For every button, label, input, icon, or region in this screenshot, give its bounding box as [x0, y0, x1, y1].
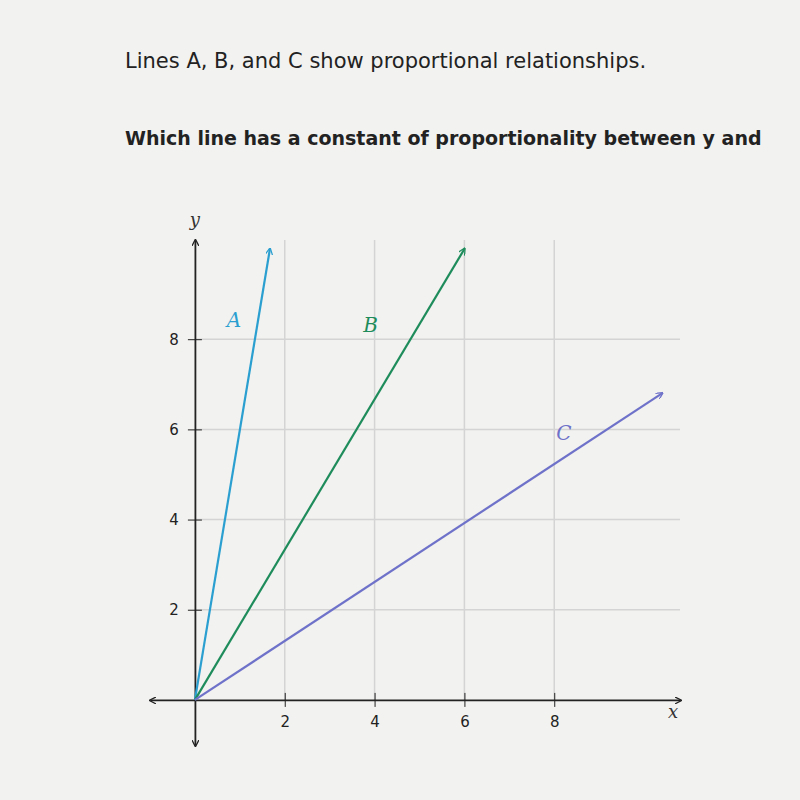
x-tick: 2 — [280, 693, 290, 731]
y-tick-mark — [188, 610, 202, 611]
y-tick: 4 — [169, 511, 202, 529]
line-label: C — [556, 421, 571, 445]
y-tick: 2 — [169, 601, 202, 619]
grid-line — [195, 338, 680, 340]
line-label: B — [362, 313, 378, 337]
background — [0, 0, 800, 800]
y-tick-label: 4 — [169, 511, 179, 529]
x-tick-label: 6 — [460, 713, 470, 731]
plot-area — [195, 249, 662, 700]
x-tick-label: 4 — [370, 713, 380, 731]
y-tick-label: 6 — [169, 421, 179, 439]
y-tick: 8 — [169, 330, 202, 348]
x-tick-mark — [464, 693, 465, 707]
y-tick-label: 2 — [169, 601, 179, 619]
grid-line — [553, 240, 555, 700]
x-tick: 6 — [460, 693, 470, 731]
line — [195, 393, 662, 700]
line — [195, 249, 270, 700]
x-tick: 8 — [550, 693, 560, 731]
grid-line — [374, 240, 376, 700]
x-tick-mark — [285, 693, 286, 707]
grid — [195, 240, 680, 700]
x-tick-label: 2 — [280, 713, 290, 731]
chart: Lines A, B, and C show proportional rela… — [0, 0, 800, 800]
title: Lines A, B, and C show proportional rela… — [125, 49, 646, 73]
line-label: A — [225, 308, 241, 332]
y-tick-label: 8 — [169, 330, 179, 348]
x-axis: 2 4 6 8 — [151, 693, 681, 731]
grid-line — [195, 609, 680, 611]
y-tick-mark — [188, 429, 202, 430]
y-axis-title: y — [189, 209, 201, 230]
x-tick: 4 — [370, 693, 380, 731]
x-axis-line — [151, 700, 681, 702]
y-axis: 2 4 6 8 — [169, 241, 202, 746]
grid-line — [195, 519, 680, 521]
line — [195, 249, 464, 700]
x-tick-label: 8 — [550, 713, 560, 731]
y-tick-mark — [188, 339, 202, 340]
y-tick-mark — [188, 520, 202, 521]
grid-line — [284, 240, 286, 700]
subtitle: Which line has a constant of proportiona… — [125, 127, 762, 149]
y-tick: 6 — [169, 421, 202, 439]
y-axis-line — [195, 241, 197, 746]
x-tick-mark — [375, 693, 376, 707]
x-tick-mark — [554, 693, 555, 707]
grid-line — [464, 240, 466, 700]
x-axis-title: x — [668, 701, 678, 722]
